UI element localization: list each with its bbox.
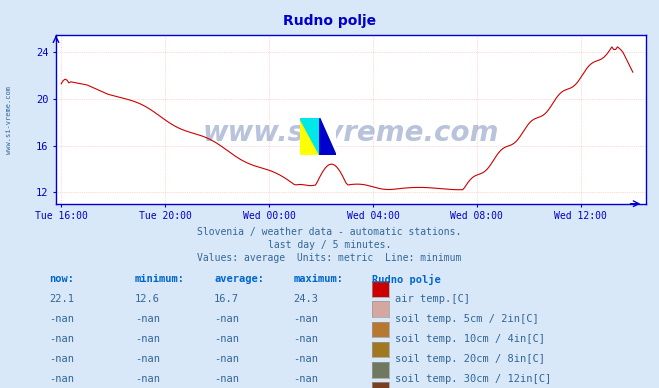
Text: Rudno polje: Rudno polje: [283, 14, 376, 28]
Text: www.si-vreme.com: www.si-vreme.com: [203, 119, 499, 147]
Text: -nan: -nan: [49, 334, 74, 344]
Text: Values: average  Units: metric  Line: minimum: Values: average Units: metric Line: mini…: [197, 253, 462, 263]
Text: -nan: -nan: [293, 314, 318, 324]
Polygon shape: [320, 118, 336, 155]
Text: soil temp. 30cm / 12in[C]: soil temp. 30cm / 12in[C]: [395, 374, 552, 385]
Text: air temp.[C]: air temp.[C]: [395, 294, 471, 304]
Text: 16.7: 16.7: [214, 294, 239, 304]
Text: Rudno polje: Rudno polje: [372, 274, 441, 284]
Text: -nan: -nan: [135, 314, 160, 324]
Text: -nan: -nan: [214, 334, 239, 344]
Text: -nan: -nan: [293, 354, 318, 364]
Text: last day / 5 minutes.: last day / 5 minutes.: [268, 240, 391, 250]
Text: -nan: -nan: [135, 354, 160, 364]
Text: -nan: -nan: [49, 314, 74, 324]
Text: now:: now:: [49, 274, 74, 284]
Text: -nan: -nan: [293, 374, 318, 385]
Polygon shape: [300, 118, 320, 155]
Text: minimum:: minimum:: [135, 274, 185, 284]
Text: Slovenia / weather data - automatic stations.: Slovenia / weather data - automatic stat…: [197, 227, 462, 237]
Text: -nan: -nan: [214, 374, 239, 385]
Text: www.si-vreme.com: www.si-vreme.com: [5, 86, 12, 154]
Text: 22.1: 22.1: [49, 294, 74, 304]
Text: soil temp. 5cm / 2in[C]: soil temp. 5cm / 2in[C]: [395, 314, 539, 324]
Text: -nan: -nan: [135, 374, 160, 385]
Polygon shape: [300, 118, 320, 155]
Text: 24.3: 24.3: [293, 294, 318, 304]
Text: -nan: -nan: [293, 334, 318, 344]
Text: -nan: -nan: [135, 334, 160, 344]
Text: soil temp. 20cm / 8in[C]: soil temp. 20cm / 8in[C]: [395, 354, 546, 364]
Text: maximum:: maximum:: [293, 274, 343, 284]
Text: 12.6: 12.6: [135, 294, 160, 304]
Text: soil temp. 10cm / 4in[C]: soil temp. 10cm / 4in[C]: [395, 334, 546, 344]
Text: -nan: -nan: [214, 314, 239, 324]
Text: -nan: -nan: [214, 354, 239, 364]
Text: -nan: -nan: [49, 374, 74, 385]
Text: -nan: -nan: [49, 354, 74, 364]
Text: average:: average:: [214, 274, 264, 284]
